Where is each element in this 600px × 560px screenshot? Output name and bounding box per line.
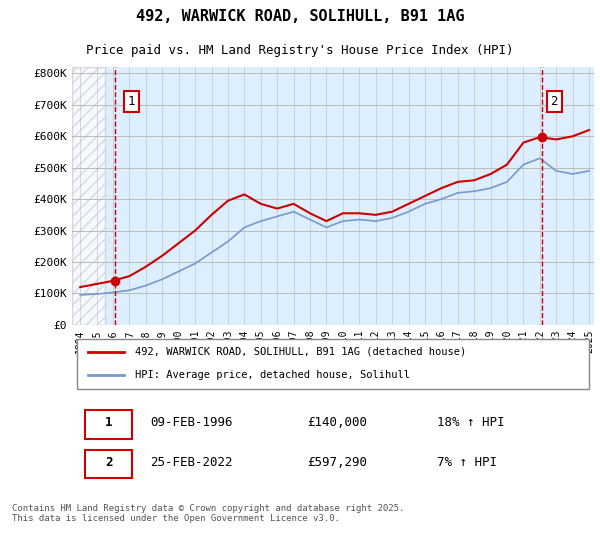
FancyBboxPatch shape	[85, 450, 132, 478]
Text: £597,290: £597,290	[307, 456, 367, 469]
Text: 2: 2	[550, 95, 558, 108]
Text: 1: 1	[105, 416, 112, 429]
FancyBboxPatch shape	[85, 410, 132, 439]
Text: 7% ↑ HPI: 7% ↑ HPI	[437, 456, 497, 469]
Text: 1: 1	[128, 95, 136, 108]
Text: Contains HM Land Registry data © Crown copyright and database right 2025.
This d: Contains HM Land Registry data © Crown c…	[12, 504, 404, 524]
Bar	[72, 67, 105, 325]
Text: Price paid vs. HM Land Registry's House Price Index (HPI): Price paid vs. HM Land Registry's House …	[86, 44, 514, 57]
Text: £140,000: £140,000	[307, 416, 367, 429]
Text: 18% ↑ HPI: 18% ↑ HPI	[437, 416, 505, 429]
FancyBboxPatch shape	[77, 339, 589, 389]
Text: 492, WARWICK ROAD, SOLIHULL, B91 1AG: 492, WARWICK ROAD, SOLIHULL, B91 1AG	[136, 10, 464, 24]
Text: 492, WARWICK ROAD, SOLIHULL, B91 1AG (detached house): 492, WARWICK ROAD, SOLIHULL, B91 1AG (de…	[134, 347, 466, 357]
Text: 2: 2	[105, 456, 112, 469]
Text: HPI: Average price, detached house, Solihull: HPI: Average price, detached house, Soli…	[134, 370, 410, 380]
Text: 25-FEB-2022: 25-FEB-2022	[151, 456, 233, 469]
Text: 09-FEB-1996: 09-FEB-1996	[151, 416, 233, 429]
